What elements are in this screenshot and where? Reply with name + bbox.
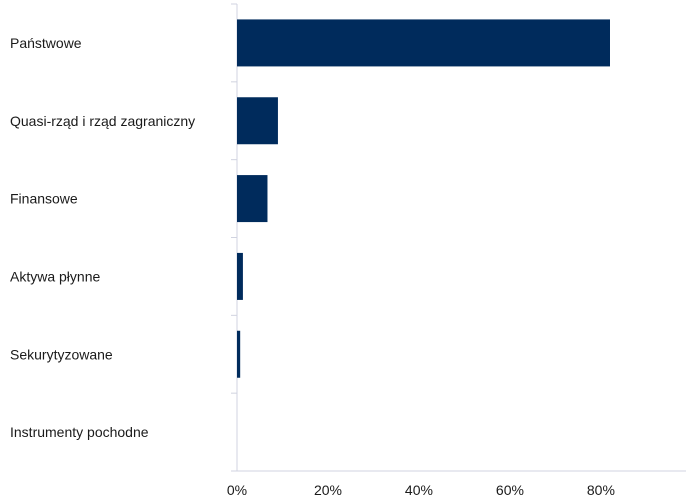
category-label-5: Sekurytyzowane [10, 346, 113, 362]
bar-4 [237, 252, 243, 300]
x-tick-label-3: 60% [496, 482, 524, 498]
category-label-3: Finansowe [10, 191, 78, 207]
x-tick-label-0: 0% [227, 482, 247, 498]
bar-1 [237, 19, 610, 67]
category-label-2: Quasi-rząd i rząd zagraniczny [10, 113, 195, 129]
bar-3 [237, 175, 268, 223]
bar-2 [237, 97, 278, 145]
bar-5 [237, 330, 241, 378]
category-label-6: Instrumenty pochodne [10, 424, 149, 440]
x-tick-label-4: 80% [587, 482, 615, 498]
chart-bars [237, 19, 610, 378]
category-labels: Państwowe Quasi-rząd i rząd zagraniczny Fi… [10, 35, 195, 440]
x-tick-labels: 0% 20% 40% 60% 80% [227, 482, 615, 498]
category-label-4: Aktywa płynne [10, 268, 100, 284]
chart-axes [231, 3, 686, 472]
x-tick-label-1: 20% [314, 482, 342, 498]
category-label-1: Państwowe [10, 35, 82, 51]
x-tick-label-2: 40% [405, 482, 433, 498]
